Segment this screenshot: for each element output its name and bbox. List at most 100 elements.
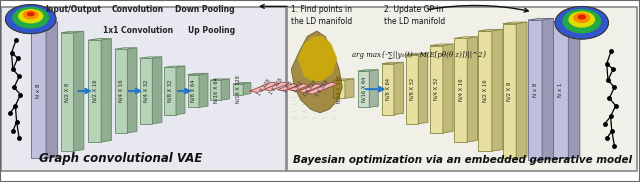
- Text: N/4 X 16: N/4 X 16: [118, 80, 124, 102]
- Polygon shape: [199, 73, 208, 107]
- Polygon shape: [101, 39, 111, 142]
- Polygon shape: [74, 31, 84, 151]
- Text: Input/Output: Input/Output: [45, 5, 102, 13]
- Polygon shape: [289, 84, 309, 91]
- Polygon shape: [528, 18, 554, 20]
- Ellipse shape: [27, 12, 35, 16]
- Text: Graph convolutional VAE: Graph convolutional VAE: [39, 152, 203, 165]
- Polygon shape: [233, 83, 251, 84]
- Polygon shape: [210, 80, 221, 100]
- Polygon shape: [164, 67, 176, 115]
- Polygon shape: [140, 57, 162, 58]
- Polygon shape: [188, 75, 199, 107]
- Bar: [287, 7, 637, 171]
- Polygon shape: [176, 66, 185, 115]
- Text: N/16 X 64: N/16 X 64: [213, 77, 218, 103]
- Polygon shape: [381, 62, 404, 64]
- Polygon shape: [243, 83, 251, 95]
- Polygon shape: [345, 79, 354, 98]
- Polygon shape: [291, 31, 342, 113]
- Polygon shape: [278, 84, 298, 91]
- Polygon shape: [31, 22, 58, 24]
- Polygon shape: [419, 53, 428, 124]
- Polygon shape: [406, 53, 428, 55]
- Ellipse shape: [563, 9, 601, 33]
- Polygon shape: [127, 48, 137, 133]
- Ellipse shape: [577, 14, 586, 20]
- Polygon shape: [306, 82, 338, 94]
- Polygon shape: [233, 84, 243, 95]
- Polygon shape: [358, 71, 369, 107]
- Ellipse shape: [568, 11, 595, 28]
- Polygon shape: [264, 82, 289, 91]
- Polygon shape: [479, 29, 503, 31]
- Text: 1 X 128: 1 X 128: [314, 79, 330, 97]
- Polygon shape: [61, 33, 74, 151]
- Text: N/2 X 8: N/2 X 8: [507, 81, 512, 101]
- Text: N/8 X 64: N/8 X 64: [385, 78, 390, 100]
- Polygon shape: [369, 70, 378, 107]
- Polygon shape: [298, 36, 337, 82]
- Polygon shape: [115, 48, 137, 49]
- Polygon shape: [492, 29, 503, 151]
- Polygon shape: [528, 20, 542, 160]
- Polygon shape: [454, 37, 477, 38]
- Text: Convolution: Convolution: [111, 5, 164, 13]
- Polygon shape: [31, 24, 46, 158]
- Polygon shape: [479, 31, 492, 151]
- Polygon shape: [46, 22, 58, 158]
- Text: N/2 X 16: N/2 X 16: [483, 80, 488, 102]
- Polygon shape: [406, 55, 419, 124]
- Text: 2. Update GP in
the LD manifold: 2. Update GP in the LD manifold: [384, 5, 445, 25]
- Polygon shape: [358, 70, 378, 71]
- Polygon shape: [430, 46, 443, 133]
- Text: arg max{-∑||y₀(t) - M(E[pθ(θ z)])||^2}: arg max{-∑||y₀(t) - M(E[pθ(θ z)])||^2}: [352, 51, 487, 59]
- Polygon shape: [115, 49, 127, 133]
- Polygon shape: [333, 80, 345, 98]
- Text: N/8 X 32: N/8 X 32: [168, 80, 173, 102]
- Text: N/16 X 64: N/16 X 64: [361, 77, 366, 102]
- Polygon shape: [430, 44, 453, 46]
- Polygon shape: [298, 84, 323, 93]
- Text: N/4 X 16: N/4 X 16: [458, 79, 463, 101]
- Text: Bayesian optimization via an embedded generative model: Bayesian optimization via an embedded ge…: [292, 155, 632, 165]
- Bar: [1, 7, 286, 171]
- Text: 1 X 128: 1 X 128: [257, 78, 272, 96]
- Text: 1x1 Convolution: 1x1 Convolution: [102, 26, 173, 35]
- Text: N/4 X 32: N/4 X 32: [143, 80, 148, 102]
- Text: N/16 X 128: N/16 X 128: [236, 75, 241, 103]
- Polygon shape: [140, 58, 152, 124]
- Ellipse shape: [12, 7, 49, 29]
- Polygon shape: [152, 57, 162, 124]
- Text: 1 X 128: 1 X 128: [303, 79, 318, 97]
- Text: 1. Find points in
the LD manifold: 1. Find points in the LD manifold: [291, 5, 353, 25]
- Polygon shape: [568, 20, 580, 158]
- Text: N x 1: N x 1: [558, 83, 563, 97]
- Text: N/2 X 8: N/2 X 8: [65, 82, 70, 102]
- Ellipse shape: [573, 13, 590, 23]
- Polygon shape: [221, 79, 230, 100]
- Polygon shape: [503, 22, 527, 24]
- Polygon shape: [381, 64, 394, 115]
- Polygon shape: [250, 82, 279, 93]
- Polygon shape: [467, 37, 477, 142]
- Text: N/16 X 128: N/16 X 128: [337, 75, 342, 103]
- Text: 1 X 2: 1 X 2: [293, 81, 305, 94]
- Polygon shape: [61, 31, 84, 33]
- Polygon shape: [394, 62, 404, 115]
- Text: N/2 X 16: N/2 X 16: [92, 80, 97, 102]
- Text: N x 8: N x 8: [36, 84, 41, 98]
- Ellipse shape: [18, 9, 44, 23]
- Polygon shape: [333, 79, 354, 80]
- Polygon shape: [553, 22, 568, 158]
- Polygon shape: [542, 18, 554, 160]
- Ellipse shape: [555, 6, 609, 39]
- Ellipse shape: [22, 10, 39, 19]
- Polygon shape: [88, 40, 101, 142]
- Polygon shape: [443, 44, 453, 133]
- Polygon shape: [164, 66, 185, 67]
- Text: N/8 X 32: N/8 X 32: [410, 78, 415, 100]
- Polygon shape: [88, 39, 111, 40]
- Polygon shape: [188, 73, 208, 75]
- Text: 1 X 2: 1 X 2: [282, 81, 294, 94]
